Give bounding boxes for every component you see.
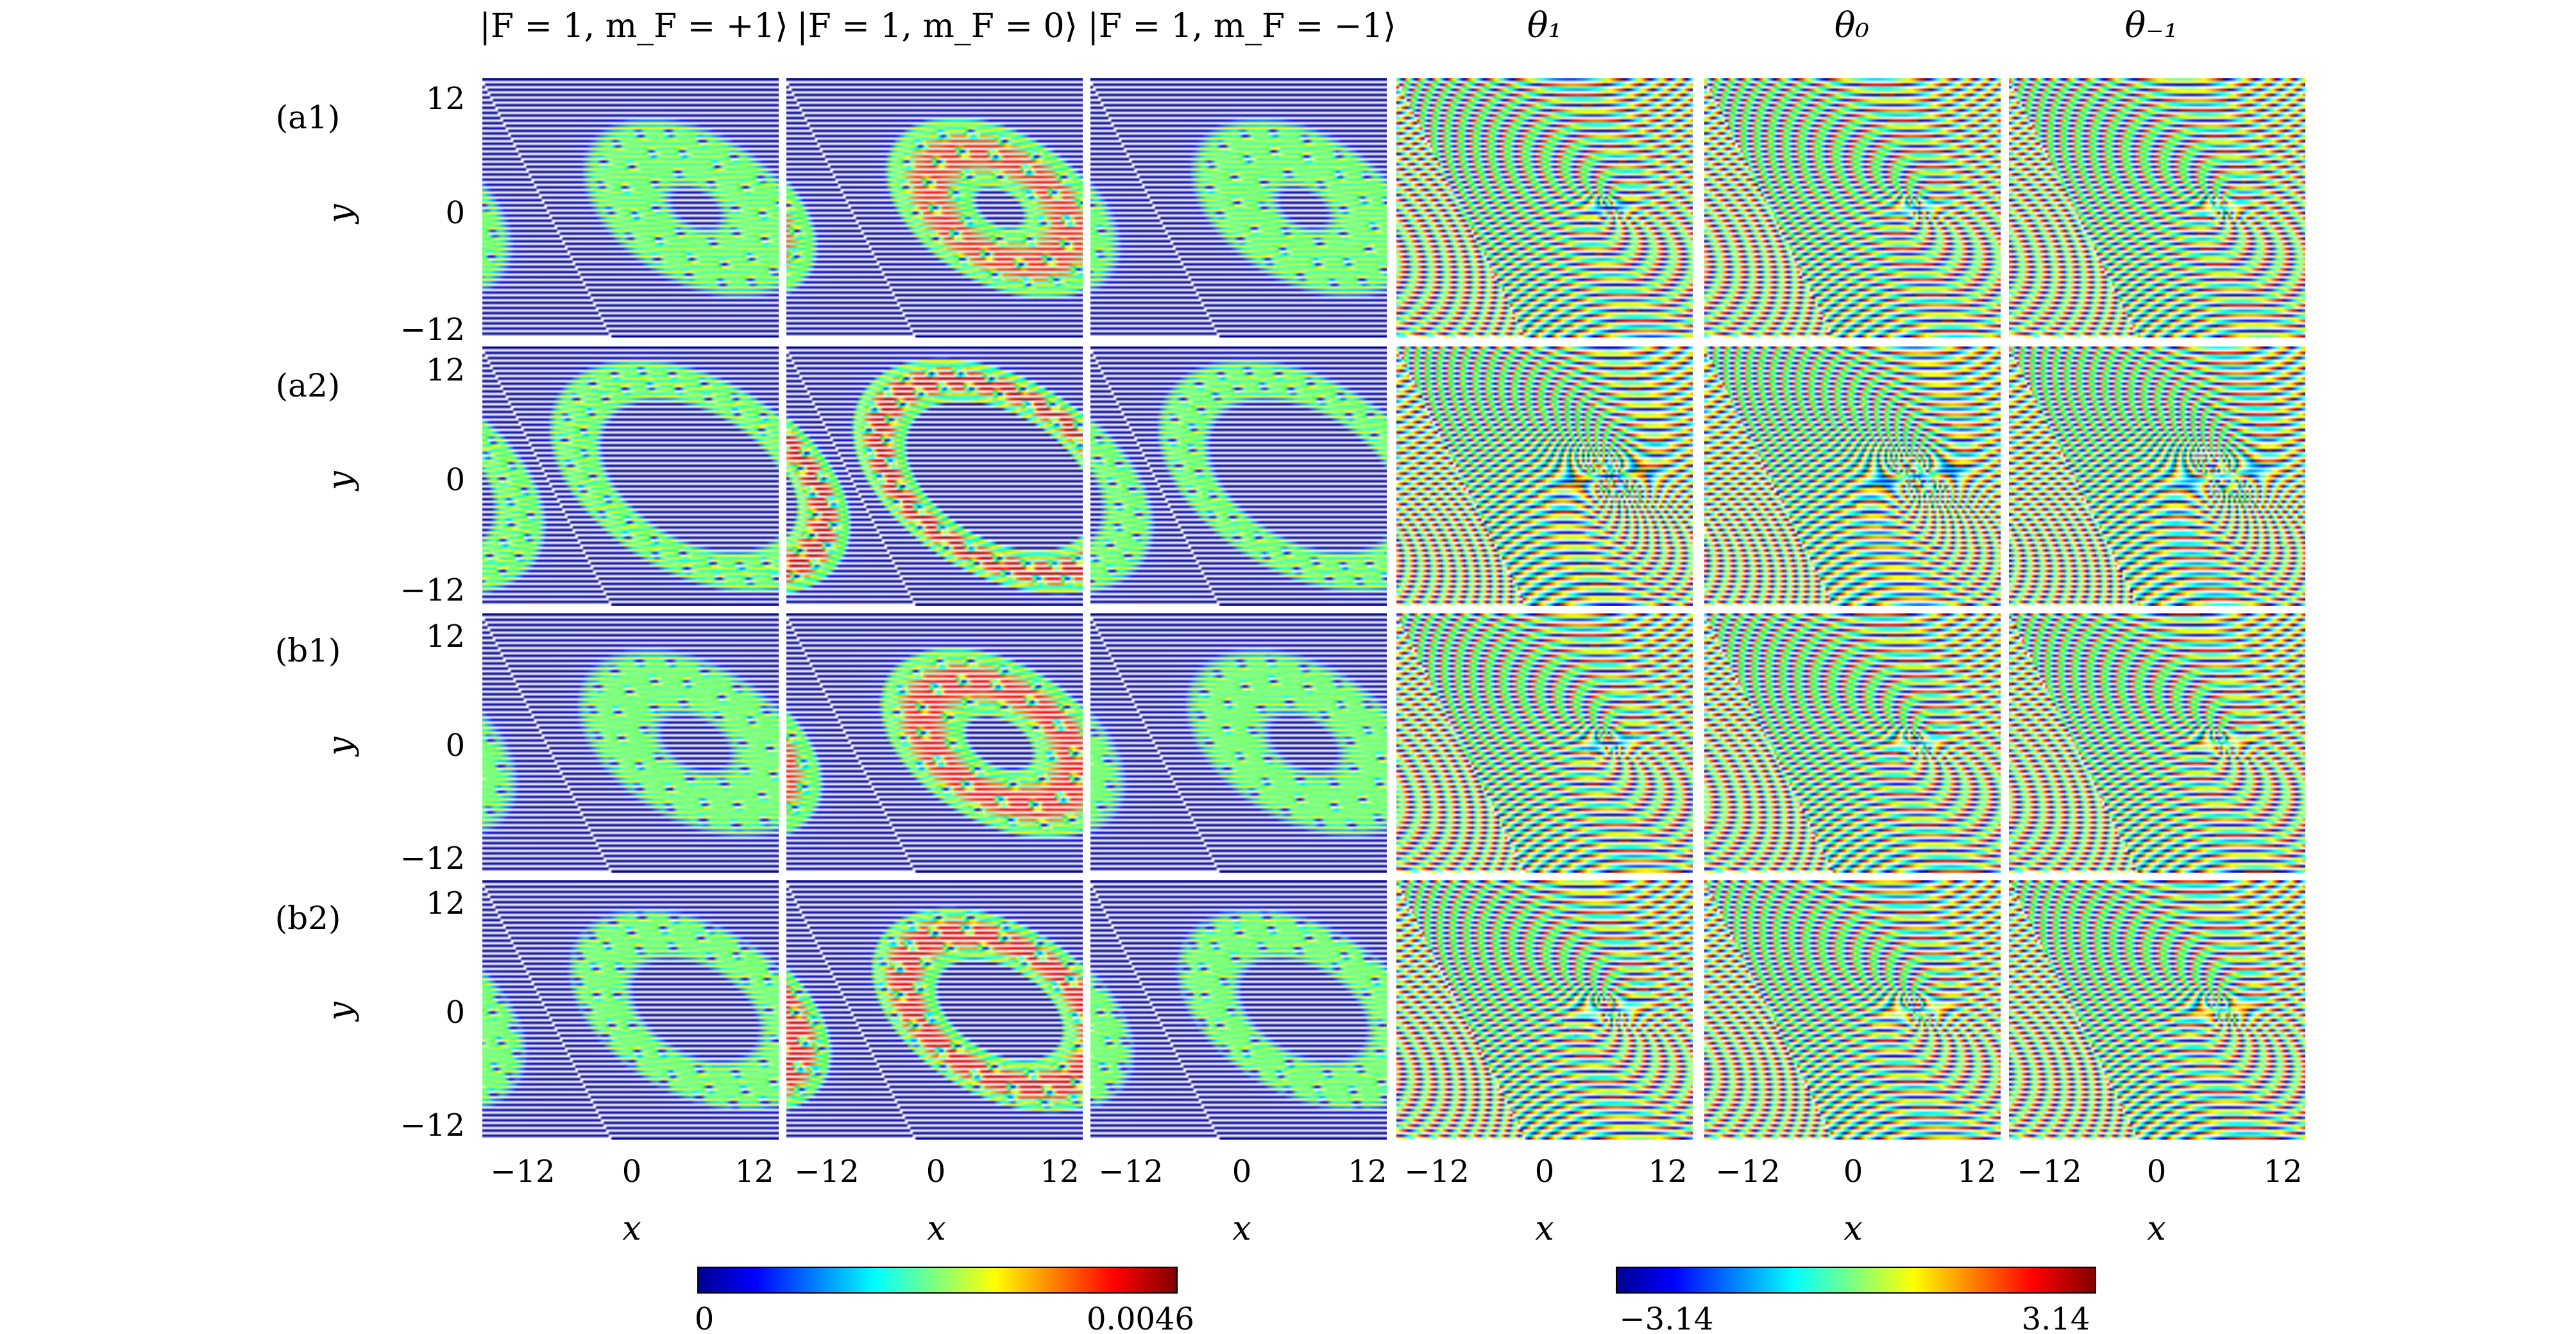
heatmap-panel-a1-col2: [786, 78, 1083, 338]
x-axis-labels: x x x x x x: [622, 1210, 2165, 1248]
y-tick-b2-bottom: −12: [400, 1107, 465, 1143]
panel-grid: [482, 78, 2305, 1140]
heatmap-panel-a1-col1: [482, 78, 779, 338]
heatmap-panel-a1-col3: [1090, 78, 1387, 338]
x-tick-col3-left: −12: [1098, 1154, 1163, 1190]
heatmap-panel-b2-col1: [482, 880, 779, 1140]
row-label-a1: (a1): [276, 99, 341, 136]
heatmap-panel-a2-col5: [1704, 346, 2001, 606]
y-tick-b1-top: 12: [426, 619, 465, 654]
y-axis-label-b1: y: [321, 737, 360, 757]
x-tick-col2-mid: 0: [926, 1154, 946, 1190]
x-tick-col5-mid: 0: [1843, 1154, 1863, 1190]
heatmap-panel-b1-col2: [786, 613, 1083, 873]
column-header-theta-minus1: θ₋₁: [2125, 5, 2178, 46]
row-label-a2: (a2): [276, 367, 341, 404]
heatmap-panel-a2-col6: [2009, 346, 2305, 606]
phase-colorbar: −3.14 3.14: [1616, 1267, 2096, 1334]
x-axis-label-col4: x: [1535, 1210, 1554, 1248]
x-axis-label-col3: x: [1232, 1210, 1251, 1248]
y-axis-label-a2: y: [321, 471, 360, 492]
heatmap-panel-a2-col3: [1090, 346, 1387, 606]
density-colorbar-max-label: 0.0046: [1087, 1301, 1194, 1334]
x-tick-col3-mid: 0: [1232, 1154, 1252, 1190]
phase-colorbar-min-label: −3.14: [1619, 1301, 1713, 1334]
column-header-theta0: θ₀: [1835, 5, 1869, 46]
heatmap-panel-b1-col3: [1090, 613, 1387, 873]
x-axis-label-col1: x: [622, 1210, 641, 1248]
heatmap-panel-b1-col1: [482, 613, 779, 873]
heatmap-panel-b2-col2: [786, 880, 1083, 1140]
x-tick-col4-left: −12: [1404, 1154, 1469, 1190]
y-tick-a2-bottom: −12: [400, 572, 465, 608]
heatmap-panel-b2-col5: [1704, 880, 2001, 1140]
x-axis-label-col6: x: [2147, 1210, 2165, 1248]
row-label-b1: (b1): [275, 632, 341, 669]
y-tick-a2-mid: 0: [445, 462, 465, 498]
phase-colorbar-max-label: 3.14: [2022, 1301, 2090, 1334]
y-tick-b2-top: 12: [426, 885, 465, 921]
heatmap-panel-a2-col4: [1396, 346, 1693, 606]
y-tick-labels: 12 0 −12 12 0 −12 12 0 −12 12 0 −12: [400, 81, 465, 1143]
x-axis-label-col5: x: [1843, 1210, 1862, 1248]
y-tick-b2-mid: 0: [445, 995, 465, 1030]
x-tick-col5-right: 12: [1957, 1154, 1996, 1190]
x-tick-col1-right: 12: [734, 1154, 774, 1190]
x-tick-col4-right: 12: [1648, 1154, 1687, 1190]
row-labels: (a1) (a2) (b1) (b2): [275, 99, 341, 937]
heatmap-panel-a2-col1: [482, 346, 779, 606]
heatmap-panel-a2-col2: [786, 346, 1083, 606]
column-headers: |F = 1, m_F = +1⟩ |F = 1, m_F = 0⟩ |F = …: [479, 5, 2178, 46]
y-tick-b1-mid: 0: [445, 728, 465, 764]
density-colorbar: 0 0.0046: [695, 1267, 1194, 1334]
heatmap-panel-a1-col5: [1704, 78, 2001, 338]
y-axis-label-a1: y: [321, 204, 360, 225]
heatmap-panel-b1-col6: [2009, 613, 2305, 873]
row-label-b2: (b2): [275, 900, 341, 937]
y-tick-b1-bottom: −12: [400, 841, 465, 877]
y-tick-a1-top: 12: [426, 81, 465, 117]
x-tick-col3-right: 12: [1348, 1154, 1387, 1190]
x-tick-col4-mid: 0: [1535, 1154, 1555, 1190]
y-tick-a1-mid: 0: [445, 195, 465, 231]
heatmap-panel-a1-col6: [2009, 78, 2305, 338]
x-tick-col6-left: −12: [2017, 1154, 2081, 1190]
x-tick-col2-left: −12: [794, 1154, 859, 1190]
heatmap-panel-b2-col4: [1396, 880, 1693, 1140]
phase-colorbar-gradient: [1616, 1267, 2096, 1294]
y-tick-a1-bottom: −12: [400, 312, 465, 348]
heatmap-panel-b2-col3: [1090, 880, 1387, 1140]
heatmap-panel-b1-col5: [1704, 613, 2001, 873]
column-header-mf-minus1: |F = 1, m_F = −1⟩: [1087, 7, 1396, 46]
x-tick-col5-left: −12: [1715, 1154, 1780, 1190]
column-header-theta1: θ₁: [1527, 5, 1562, 46]
heatmap-panel-b2-col6: [2009, 880, 2305, 1140]
density-colorbar-min-label: 0: [695, 1301, 715, 1334]
y-axis-labels: y y y y: [321, 204, 360, 1022]
x-tick-col1-left: −12: [490, 1154, 555, 1190]
y-tick-a2-top: 12: [426, 352, 465, 388]
x-tick-col6-right: 12: [2263, 1154, 2302, 1190]
column-header-mf-0: |F = 1, m_F = 0⟩: [797, 7, 1078, 46]
x-axis-label-col2: x: [927, 1210, 945, 1248]
column-header-mf-plus1: |F = 1, m_F = +1⟩: [479, 7, 788, 46]
x-tick-col1-mid: 0: [622, 1154, 642, 1190]
heatmap-panel-b1-col4: [1396, 613, 1693, 873]
heatmap-panel-a1-col4: [1396, 78, 1693, 338]
density-colorbar-gradient: [697, 1267, 1178, 1294]
y-axis-label-b2: y: [321, 1002, 360, 1022]
x-tick-col2-right: 12: [1040, 1154, 1079, 1190]
x-tick-labels: −12 0 12 −12 0 12 −12 0 12 −12 0 12 −12 …: [490, 1154, 2302, 1190]
x-tick-col6-mid: 0: [2147, 1154, 2167, 1190]
